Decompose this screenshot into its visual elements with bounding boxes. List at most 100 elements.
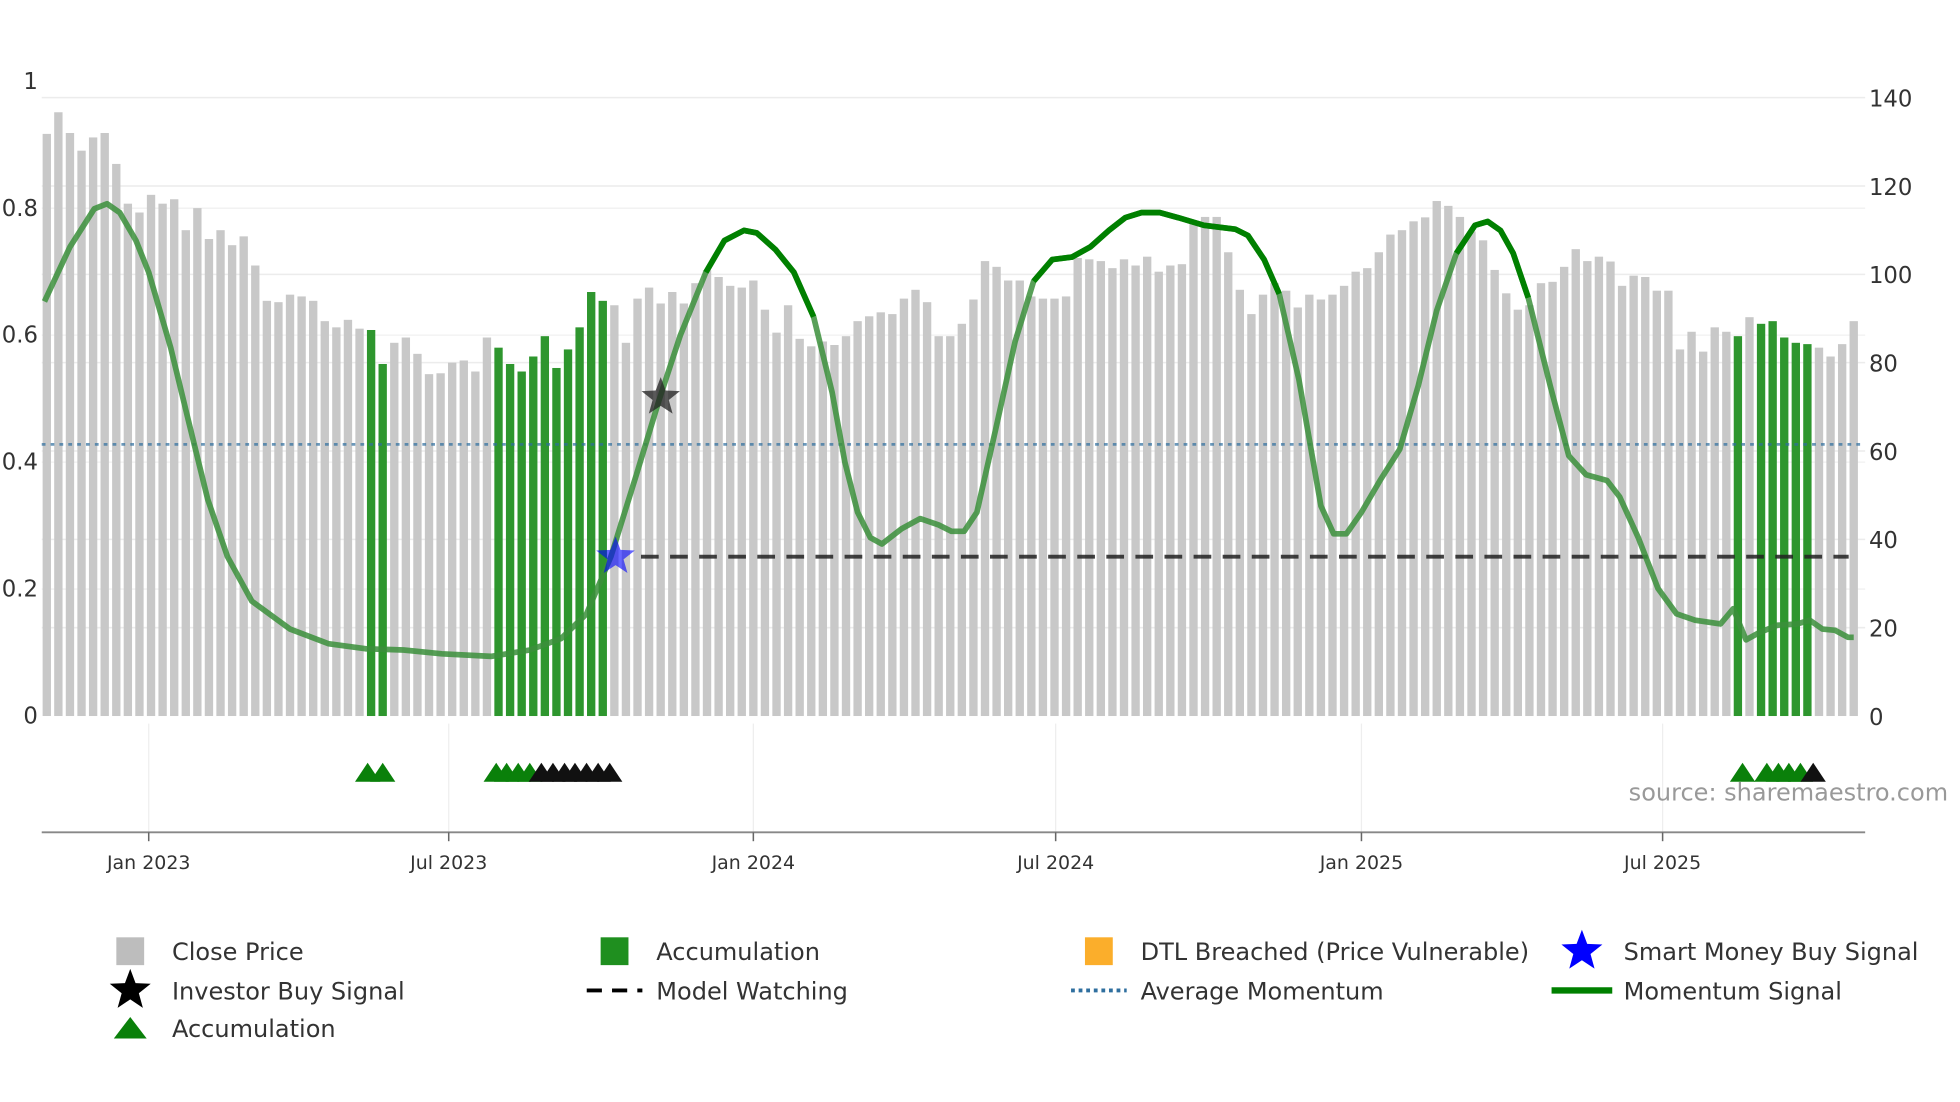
signal-markers [354,377,1826,782]
close-price-bar [876,312,885,717]
accumulation-bar [563,349,573,717]
legend-label: Model Watching [656,977,848,1005]
close-price-bar [1096,261,1106,717]
close-price-bar [1849,321,1858,717]
close-price-bar [621,342,631,717]
close-price-bar [1525,305,1534,717]
close-price-bar [1142,256,1152,717]
close-price-bar [158,203,167,717]
close-price-bars [42,112,1858,717]
close-price-bar [1502,293,1511,717]
close-price-bar [1293,307,1302,717]
close-price-bar [1200,216,1210,717]
close-price-bar [1432,201,1441,717]
close-price-bar [783,305,793,717]
close-price-bar [1722,331,1731,717]
left-tick-label: 0.6 [2,323,38,349]
close-price-bar [1073,257,1082,717]
close-price-bar [1698,351,1708,717]
close-price-bar [656,303,665,717]
left-tick-label: 1 [23,69,37,95]
close-price-bar [714,276,723,717]
close-price-bar [285,294,295,717]
star-black-icon [109,968,151,1008]
momentum-signal-strong-segment [703,227,817,318]
close-price-bar [77,150,86,717]
close-price-bar [401,337,411,717]
close-price-bar [946,336,955,717]
close-price-bar [1004,280,1013,717]
legend-item: Model Watching [586,977,848,1005]
close-price-bar [1038,298,1048,717]
close-price-bar [749,280,758,717]
close-price-bar [610,305,619,717]
accumulation-bar [1768,321,1777,717]
close-price-bar [1710,327,1719,717]
close-price-bar [818,341,828,717]
legend-item: Investor Buy Signal [109,968,405,1008]
close-price-bar [969,299,978,717]
x-tick-label: Jul 2025 [1623,852,1701,874]
close-price-bar [1108,268,1117,717]
close-price-bar [702,270,712,717]
close-price-bar [239,236,248,717]
close-price-bar [1050,298,1059,717]
close-price-bar [1166,265,1175,717]
close-price-bar [123,203,133,717]
accumulation-bar [575,327,584,717]
legend-label: Investor Buy Signal [172,977,405,1005]
close-price-bar [1559,266,1569,717]
close-price-bar [1687,331,1696,717]
close-price-bar [1814,347,1824,717]
x-tick-label: Jan 2025 [1319,852,1403,874]
close-price-bar [1397,230,1407,717]
accumulation-bar [552,367,561,717]
close-price-bar [181,230,190,717]
right-tick-label: 40 [1869,528,1898,554]
signal-lines [41,200,1866,660]
accumulation-bar [1756,323,1766,717]
close-price-bar [922,302,932,717]
close-price-bar [644,287,654,717]
accumulation-bar [1803,344,1812,717]
x-tick-label: Jul 2023 [409,852,487,874]
right-tick-label: 20 [1869,617,1898,643]
close-price-bar [1328,294,1337,717]
legend-item: Accumulation [600,937,820,966]
close-price-bar [262,300,272,717]
close-price-bar [1281,290,1291,717]
close-price-bar [88,137,98,717]
accumulation-bar [1791,342,1800,717]
investor-buy-star [641,377,680,414]
close-price-bar [1513,309,1522,717]
close-price-bar [992,266,1001,717]
close-price-bar [772,332,781,717]
left-tick-label: 0.4 [2,450,38,476]
accumulation-bar [366,329,376,717]
accumulation-bar [494,347,503,717]
legend-item: Accumulation [113,1015,336,1043]
close-price-bar [42,133,51,717]
close-price-bar [1339,285,1349,717]
close-price-bar [459,360,468,717]
right-tick-label: 0 [1869,705,1883,731]
square-green-icon [600,937,629,966]
close-price-bar [1189,221,1198,717]
close-price-bar [668,292,677,717]
legend-label: Smart Money Buy Signal [1624,938,1919,966]
source-label: source: sharemaestro.com [1629,779,1948,807]
close-price-bar [227,245,237,717]
close-price-bar [679,303,689,717]
left-tick-label: 0.2 [2,577,38,603]
close-price-bar [1235,289,1245,717]
legend-label: DTL Breached (Price Vulnerable) [1141,938,1529,966]
close-price-bar [424,374,434,717]
close-price-bar [413,353,422,717]
close-price-bar [1826,356,1835,717]
smart-money-buy-star [596,536,635,574]
accumulation-bar [505,364,515,717]
close-price-bar [332,327,341,717]
legend-label: Close Price [172,938,304,966]
close-price-bar [1212,216,1221,717]
